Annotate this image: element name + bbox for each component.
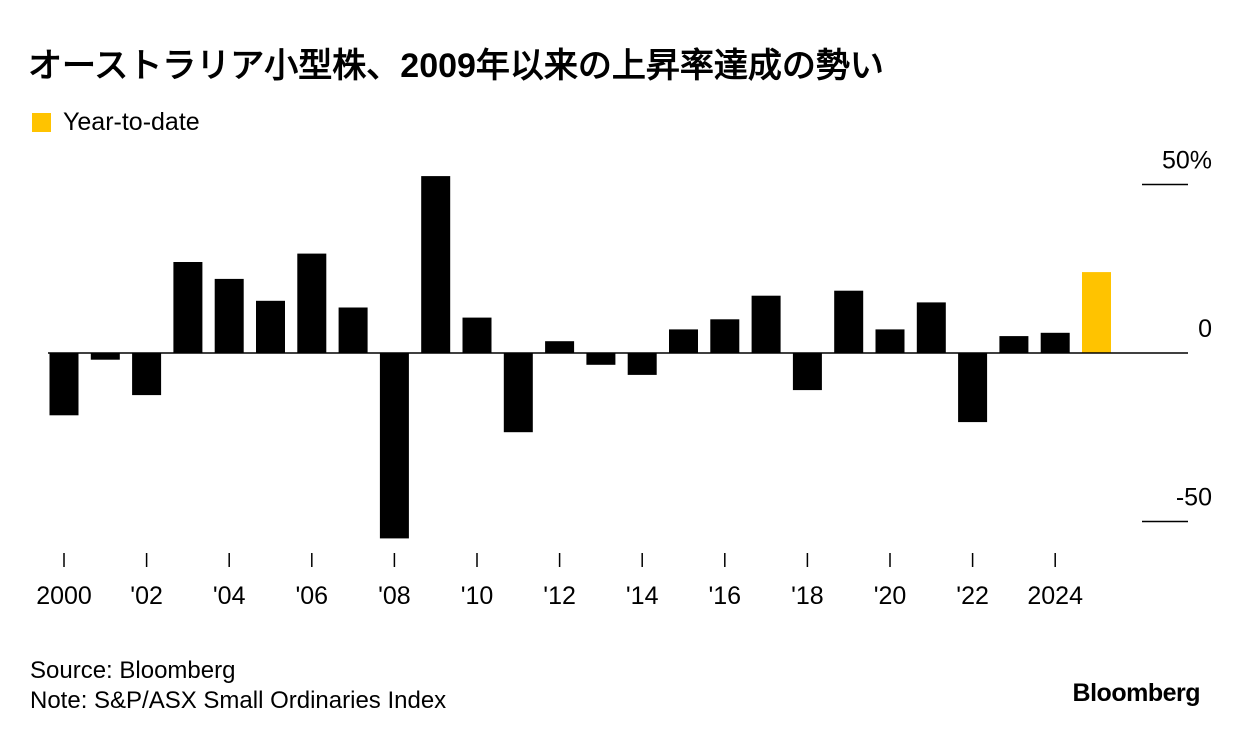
x-tick-label-5: '10 <box>461 582 494 610</box>
x-tick-label-0: 2000 <box>36 582 92 610</box>
legend-label: Year-to-date <box>63 108 200 136</box>
bar-2001 <box>90 353 120 360</box>
bar-2016 <box>710 319 740 353</box>
bar-2010 <box>462 317 492 353</box>
bar-2021 <box>916 302 946 353</box>
bar-2013 <box>586 353 616 365</box>
bar-2019 <box>834 290 864 353</box>
source-text: Source: Bloomberg <box>30 657 236 684</box>
bar-2018 <box>792 353 822 391</box>
y-tick-label-0: 0 <box>1198 315 1212 343</box>
legend-swatch <box>32 113 51 132</box>
bar-2004 <box>214 278 244 353</box>
bar-2020 <box>875 329 905 353</box>
x-tick-label-7: '14 <box>626 582 659 610</box>
bar-2025 <box>1082 272 1111 353</box>
bar-2017 <box>751 295 781 353</box>
x-tick-label-2: '04 <box>213 582 246 610</box>
bar-2003 <box>173 262 203 353</box>
y-tick-label--50: -50 <box>1176 484 1212 512</box>
bar-2000 <box>49 353 79 416</box>
bar-2014 <box>627 353 657 375</box>
bar-2011 <box>503 353 533 433</box>
bar-2009 <box>421 176 451 353</box>
bloomberg-logo: Bloomberg <box>1072 679 1201 707</box>
x-tick-label-1: '02 <box>130 582 163 610</box>
bar-2023 <box>999 336 1029 353</box>
bar-2002 <box>132 353 162 396</box>
y-tick-label-50: 50% <box>1162 147 1212 175</box>
bar-2007 <box>338 307 368 353</box>
source-notes: Source: Bloomberg Note: S&P/ASX Small Or… <box>30 656 446 716</box>
bar-2006 <box>297 253 327 353</box>
x-tick-label-8: '16 <box>709 582 742 610</box>
x-tick-label-10: '20 <box>874 582 907 610</box>
x-tick-label-3: '06 <box>296 582 329 610</box>
x-tick-label-6: '12 <box>543 582 576 610</box>
bar-2024 <box>1040 332 1070 353</box>
bar-2022 <box>958 353 988 423</box>
bar-2015 <box>669 329 698 353</box>
note-text: Note: S&P/ASX Small Ordinaries Index <box>30 687 447 714</box>
bar-2005 <box>256 300 285 353</box>
x-tick-label-9: '18 <box>791 582 824 610</box>
chart-title: オーストラリア小型株、2009年以来の上昇率達成の勢い <box>28 47 884 85</box>
x-tick-label-12: 2024 <box>1027 582 1083 610</box>
legend: Year-to-date <box>32 108 200 137</box>
x-tick-label-11: '22 <box>956 582 989 610</box>
x-tick-label-4: '08 <box>378 582 411 610</box>
bar-2008 <box>379 353 409 539</box>
bar-2012 <box>545 341 575 353</box>
